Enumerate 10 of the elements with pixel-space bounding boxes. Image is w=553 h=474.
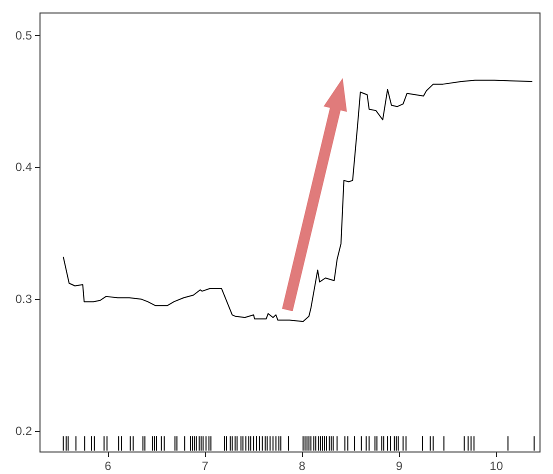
y-tick-label: 0.4 [15,160,32,174]
x-tick-label: 7 [202,459,209,473]
y-tick-label: 0.2 [15,424,32,438]
x-tick-label: 10 [490,459,504,473]
x-tick-label: 8 [298,459,306,473]
line-series [62,80,533,322]
y-tick-label: 0.5 [15,28,32,42]
x-tick-label: 6 [104,459,112,473]
x-tick-label: 9 [396,459,403,473]
y-tick-label: 0.3 [15,292,32,306]
